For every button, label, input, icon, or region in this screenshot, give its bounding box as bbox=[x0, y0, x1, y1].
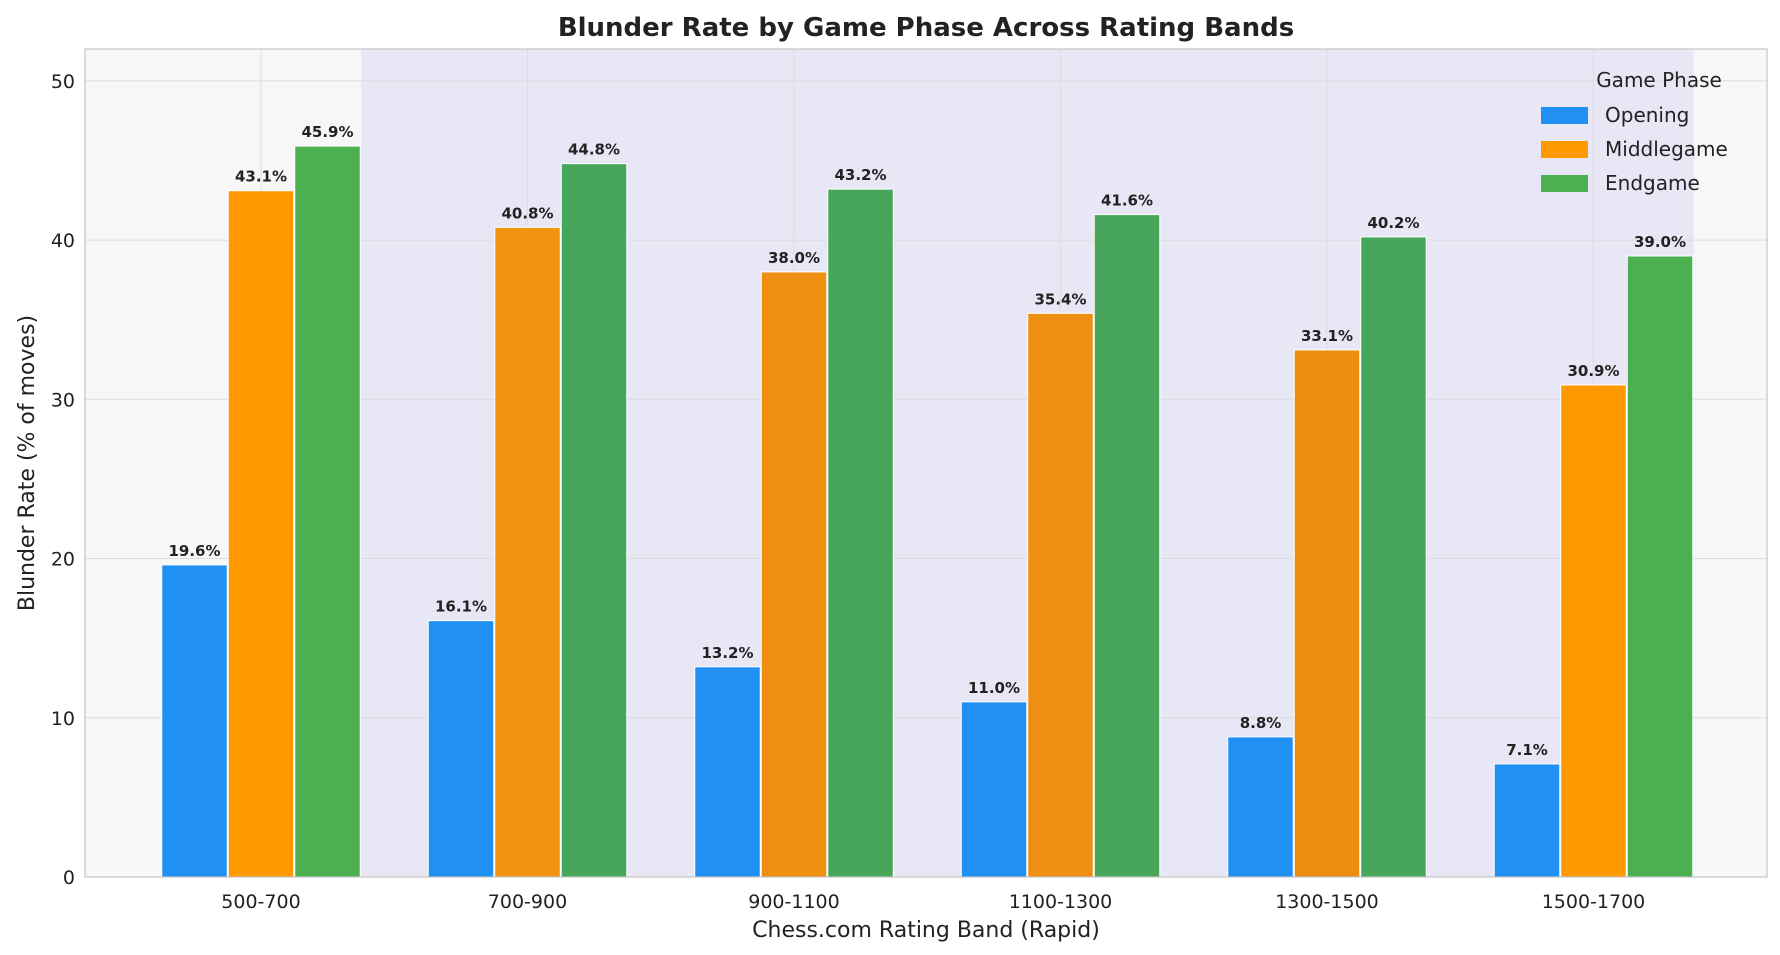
bar-value-label: 11.0% bbox=[968, 679, 1020, 697]
bar-middlegame-500-700 bbox=[227, 190, 295, 878]
bar-middlegame-700-900 bbox=[494, 226, 561, 878]
legend-swatch-endgame bbox=[1541, 175, 1588, 192]
bar-endgame-1300-1500 bbox=[1360, 236, 1427, 878]
bar-value-label: 45.9% bbox=[301, 123, 353, 141]
y-tick-label: 10 bbox=[51, 708, 75, 730]
bar-endgame-900-1100 bbox=[827, 188, 894, 878]
bar-value-label: 13.2% bbox=[701, 644, 753, 662]
bar-opening-1500-1700 bbox=[1493, 763, 1561, 878]
bar-middlegame-1300-1500 bbox=[1293, 349, 1361, 878]
bar-endgame-1500-1700 bbox=[1626, 255, 1694, 878]
bar-value-label: 38.0% bbox=[768, 249, 820, 267]
bar-opening-700-900 bbox=[427, 620, 495, 878]
bar-value-label: 41.6% bbox=[1101, 192, 1153, 210]
y-tick-label: 30 bbox=[51, 389, 75, 411]
bar-value-label: 44.8% bbox=[568, 141, 620, 159]
y-tick-label: 0 bbox=[63, 867, 75, 889]
bar-value-label: 39.0% bbox=[1634, 233, 1686, 251]
bar-value-label: 43.2% bbox=[834, 166, 886, 184]
bar-endgame-700-900 bbox=[560, 163, 628, 878]
x-axis-label: Chess.com Rating Band (Rapid) bbox=[752, 918, 1100, 943]
x-tick-label: 500-700 bbox=[221, 891, 300, 913]
legend-swatch-middlegame bbox=[1541, 141, 1588, 158]
bar-opening-1100-1300 bbox=[960, 701, 1028, 878]
bar-opening-1300-1500 bbox=[1227, 736, 1294, 878]
legend-title: Game Phase bbox=[1596, 68, 1722, 92]
bar-value-label: 8.8% bbox=[1240, 714, 1282, 732]
x-tick-label: 1500-1700 bbox=[1542, 891, 1646, 913]
bar-value-label: 40.8% bbox=[501, 204, 553, 222]
plot-area: 0 10 20 30 40 50 19.6% 16.1% 13.2% 11.0% 8.8% 7.1% 4… bbox=[51, 48, 1768, 913]
legend-swatch-opening bbox=[1541, 107, 1588, 124]
bar-value-label: 33.1% bbox=[1301, 327, 1353, 345]
bar-opening-900-1100 bbox=[694, 666, 761, 878]
legend-entry-opening: Opening bbox=[1605, 103, 1689, 127]
bar-value-label: 16.1% bbox=[435, 598, 487, 616]
bar-value-label: 40.2% bbox=[1367, 214, 1419, 232]
legend-entry-middlegame: Middlegame bbox=[1605, 137, 1728, 161]
plot-background bbox=[85, 49, 1767, 877]
plot-frame bbox=[84, 48, 1768, 878]
y-tick-label: 20 bbox=[51, 549, 75, 571]
y-tick-label: 50 bbox=[51, 71, 75, 93]
x-tick-label: 700-900 bbox=[488, 891, 567, 913]
bar-middlegame-1500-1700 bbox=[1560, 384, 1627, 878]
bar-endgame-1100-1300 bbox=[1093, 214, 1161, 878]
y-axis-label: Blunder Rate (% of moves) bbox=[15, 315, 40, 611]
bar-middlegame-1100-1300 bbox=[1027, 312, 1094, 878]
x-tick-label: 900-1100 bbox=[748, 891, 839, 913]
bar-value-label: 7.1% bbox=[1506, 741, 1548, 759]
chart-title: Blunder Rate by Game Phase Across Rating… bbox=[558, 13, 1294, 43]
bar-value-label: 35.4% bbox=[1034, 290, 1086, 308]
bar-endgame-500-700 bbox=[294, 145, 361, 878]
legend: Game Phase Opening Middlegame Endgame bbox=[1541, 68, 1728, 195]
bar-value-label: 43.1% bbox=[235, 168, 287, 186]
bar-middlegame-900-1100 bbox=[760, 271, 828, 878]
bar-value-label: 19.6% bbox=[168, 542, 220, 560]
bar-opening-500-700 bbox=[161, 564, 228, 878]
legend-entry-endgame: Endgame bbox=[1605, 171, 1700, 195]
y-tick-label: 40 bbox=[51, 230, 75, 252]
bar-value-label: 30.9% bbox=[1567, 362, 1619, 380]
x-tick-label: 1300-1500 bbox=[1275, 891, 1379, 913]
x-tick-label: 1100-1300 bbox=[1009, 891, 1113, 913]
